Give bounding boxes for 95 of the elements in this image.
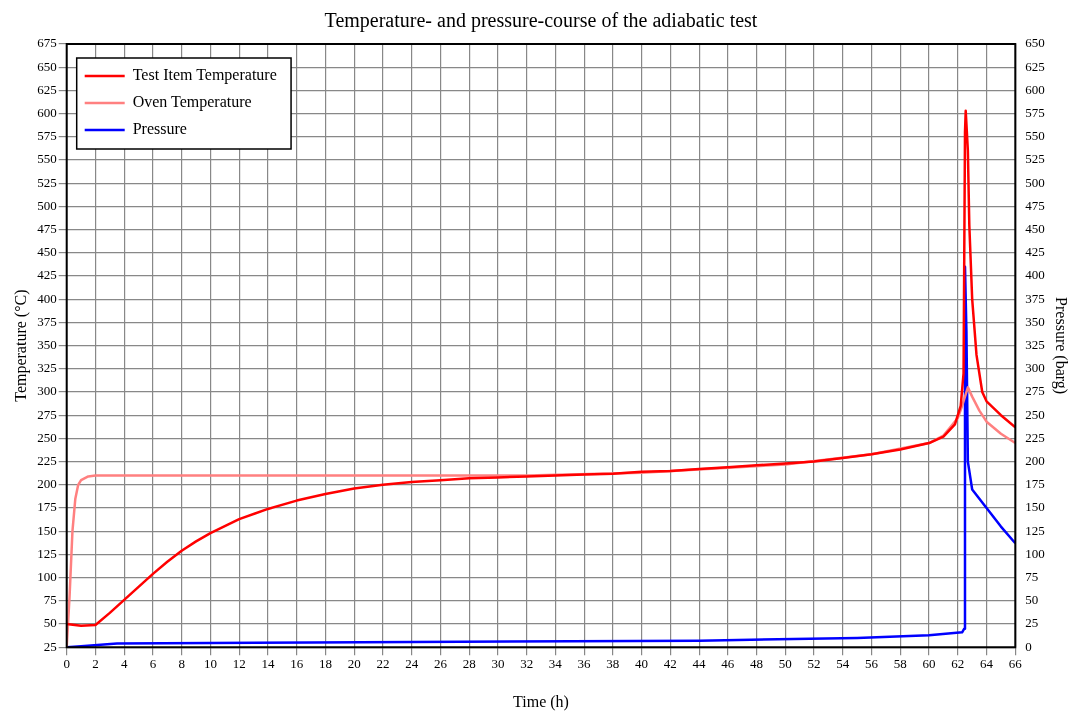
y2-tick-label: 625: [1025, 58, 1045, 74]
y-axis-title: Temperature (°C): [11, 289, 30, 402]
x-tick-label: 44: [692, 656, 707, 672]
x-tick-label: 20: [347, 656, 361, 672]
y2-tick-label: 425: [1025, 244, 1045, 260]
y2-tick-label: 575: [1025, 105, 1045, 121]
y2-tick-label: 650: [1025, 35, 1045, 51]
y-tick-label: 400: [37, 290, 57, 306]
x-tick-label: 34: [548, 656, 563, 672]
y2-tick-label: 275: [1025, 383, 1045, 399]
y-tick-label: 625: [37, 81, 57, 97]
y-tick-label: 325: [37, 360, 57, 376]
y2-tick-label: 600: [1025, 81, 1045, 97]
y2-tick-label: 500: [1025, 174, 1045, 190]
x-tick-label: 6: [149, 656, 157, 672]
x-axis-title: Time (h): [513, 692, 569, 711]
y-tick-label: 275: [37, 406, 57, 422]
y-tick-label: 600: [37, 105, 57, 121]
x-tick-label: 12: [232, 656, 246, 672]
x-tick-label: 60: [922, 656, 936, 672]
x-tick-label: 54: [836, 656, 850, 672]
y-tick-label: 350: [37, 337, 57, 353]
x-tick-label: 10: [203, 656, 217, 672]
x-tick-label: 38: [606, 656, 620, 672]
y2-tick-label: 400: [1025, 267, 1045, 283]
y-tick-label: 100: [37, 569, 57, 585]
x-tick-label: 64: [980, 656, 994, 672]
x-tick-label: 62: [951, 656, 965, 672]
y2-tick-label: 175: [1025, 476, 1045, 492]
y2-tick-label: 125: [1025, 522, 1045, 538]
x-tick-label: 4: [120, 656, 128, 672]
y-tick-label: 475: [37, 221, 57, 237]
y2-tick-label: 225: [1025, 429, 1045, 445]
chart-title: Temperature- and pressure-course of the adiabatic test: [324, 9, 758, 33]
y-tick-label: 175: [37, 499, 57, 515]
x-tick-label: 32: [520, 656, 534, 672]
y-tick-label: 200: [37, 476, 57, 492]
x-tick-label: 16: [290, 656, 304, 672]
x-tick-label: 42: [663, 656, 677, 672]
x-tick-label: 56: [865, 656, 879, 672]
y2-tick-label: 325: [1025, 337, 1045, 353]
y-tick-label: 50: [43, 615, 57, 631]
x-tick-label: 14: [261, 656, 275, 672]
y-tick-label: 500: [37, 197, 57, 213]
y2-tick-label: 550: [1025, 128, 1045, 144]
x-tick-label: 40: [635, 656, 649, 672]
x-tick-label: 48: [750, 656, 764, 672]
y-tick-label: 125: [37, 545, 57, 561]
x-tick-label: 24: [405, 656, 419, 672]
y2-tick-label: 0: [1025, 638, 1032, 654]
y-tick-label: 675: [37, 35, 57, 51]
x-tick-label: 52: [807, 656, 821, 672]
y-tick-label: 225: [37, 453, 57, 469]
y-tick-label: 250: [37, 429, 57, 445]
y-tick-label: 525: [37, 174, 57, 190]
y2-tick-label: 150: [1025, 499, 1045, 515]
y2-tick-label: 200: [1025, 453, 1045, 469]
y-tick-label: 25: [43, 638, 57, 654]
x-tick-label: 8: [178, 656, 185, 672]
x-tick-label: 18: [318, 656, 332, 672]
y2-tick-label: 25: [1025, 615, 1039, 631]
x-tick-label: 66: [1008, 656, 1023, 672]
y2-tick-label: 525: [1025, 151, 1045, 167]
y-tick-label: 150: [37, 522, 57, 538]
x-tick-label: 22: [376, 656, 390, 672]
y-tick-label: 450: [37, 244, 57, 260]
y2-tick-label: 300: [1025, 360, 1045, 376]
x-tick-label: 2: [92, 656, 99, 672]
y-tick-label: 550: [37, 151, 57, 167]
y-tick-label: 75: [43, 592, 57, 608]
x-tick-label: 28: [462, 656, 476, 672]
y2-tick-label: 450: [1025, 221, 1045, 237]
x-tick-label: 26: [433, 656, 448, 672]
y2-tick-label: 350: [1025, 313, 1045, 329]
y2-tick-label: 475: [1025, 197, 1045, 213]
y2-axis-title: Pressure (barg): [1052, 297, 1071, 395]
x-tick-label: 58: [893, 656, 907, 672]
legend-label: Pressure: [132, 120, 187, 138]
y2-tick-label: 100: [1025, 545, 1045, 561]
y-tick-label: 575: [37, 128, 57, 144]
legend-label: Oven Temperature: [132, 93, 252, 112]
x-tick-label: 46: [721, 656, 735, 672]
y2-tick-label: 375: [1025, 290, 1045, 306]
legend-label: Test Item Temperature: [132, 66, 277, 85]
x-tick-label: 0: [63, 656, 70, 672]
y2-tick-label: 250: [1025, 406, 1045, 422]
x-tick-label: 50: [778, 656, 792, 672]
y2-tick-label: 50: [1025, 592, 1039, 608]
y2-tick-label: 75: [1025, 569, 1039, 585]
y-tick-label: 375: [37, 313, 57, 329]
x-tick-label: 30: [491, 656, 505, 672]
y-tick-label: 425: [37, 267, 57, 283]
y-tick-label: 650: [37, 58, 57, 74]
x-tick-label: 36: [577, 656, 592, 672]
y-tick-label: 300: [37, 383, 57, 399]
